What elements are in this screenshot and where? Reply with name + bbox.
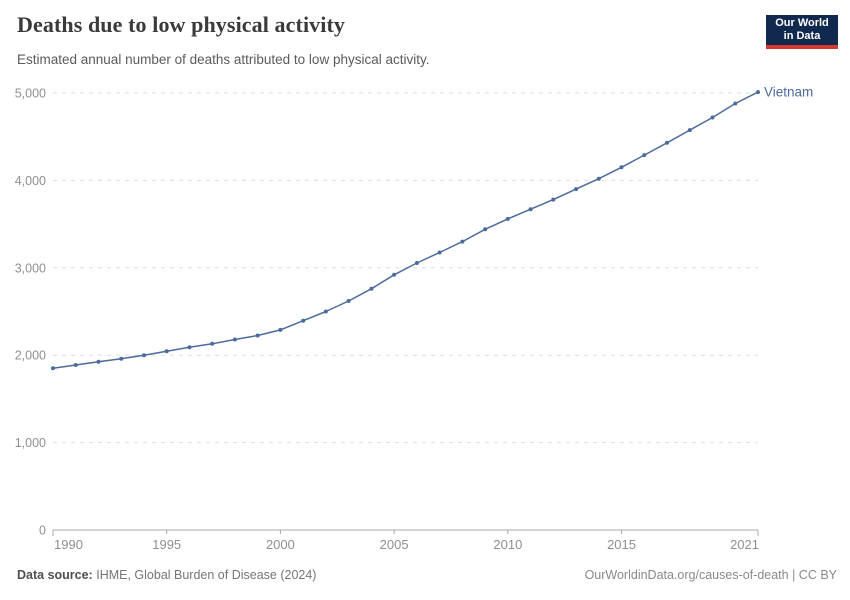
data-point[interactable] [642,153,647,158]
data-point[interactable] [187,345,192,350]
data-point[interactable] [119,356,124,361]
y-axis-tick-label: 2,000 [15,349,46,363]
data-point[interactable] [596,176,601,181]
data-point[interactable] [551,197,556,202]
owid-logo-red-bar [766,45,838,49]
data-point[interactable] [392,272,397,277]
data-source: Data source: IHME, Global Burden of Dise… [17,568,316,582]
data-point[interactable] [574,187,579,192]
data-point[interactable] [665,140,669,145]
owid-logo-line2: in Data [783,30,821,42]
page-title: Deaths due to low physical activity [17,12,345,37]
data-point[interactable] [51,366,55,371]
data-point[interactable] [255,333,260,338]
data-point[interactable] [733,101,738,106]
x-axis-tick-label: 2015 [607,537,636,552]
owid-logo-box: Our World in Data [766,15,838,45]
x-axis-tick-label: 2000 [266,537,295,552]
data-point[interactable] [369,286,374,291]
data-point[interactable] [142,353,146,358]
data-point[interactable] [323,309,328,314]
data-point[interactable] [483,227,488,232]
x-axis-tick-label: 1990 [54,537,83,552]
data-point[interactable] [414,261,419,265]
series-line[interactable] [52,91,759,370]
y-axis-tick-label: 0 [39,524,46,538]
x-axis-tick-label: 2005 [380,537,409,552]
data-point[interactable] [346,299,351,303]
data-source-label: Data source: [17,568,93,582]
x-axis-tick-label: 2021 [730,537,759,552]
data-point[interactable] [505,216,510,221]
data-point[interactable] [687,128,692,133]
data-point[interactable] [232,337,237,342]
data-point[interactable] [210,341,215,346]
data-point[interactable] [164,349,169,354]
chart-subtitle: Estimated annual number of deaths attrib… [17,52,430,67]
y-axis-tick-label: 5,000 [15,87,46,101]
data-point[interactable] [756,90,760,95]
x-axis-tick-label: 1995 [152,537,181,552]
data-source-value: IHME, Global Burden of Disease (2024) [96,568,317,582]
data-point[interactable] [528,207,533,212]
data-point[interactable] [710,115,715,120]
y-axis-tick-label: 4,000 [15,174,46,188]
chart-footer: Data source: IHME, Global Burden of Dise… [17,568,837,582]
owid-logo: Our World in Data [766,15,838,49]
data-point[interactable] [278,327,283,332]
data-point[interactable] [619,165,624,170]
data-point[interactable] [73,363,78,367]
data-point[interactable] [437,250,442,255]
x-axis-tick-label: 2010 [493,537,522,552]
data-point[interactable] [301,318,306,323]
y-axis-tick-label: 3,000 [15,261,46,275]
series-end-label[interactable]: Vietnam [764,85,813,100]
y-axis-tick-label: 1,000 [15,436,46,450]
data-point[interactable] [460,239,465,244]
owid-logo-line1: Our World [775,17,829,29]
data-point[interactable] [96,359,101,364]
license-link[interactable]: OurWorldinData.org/causes-of-death | CC … [584,568,837,582]
